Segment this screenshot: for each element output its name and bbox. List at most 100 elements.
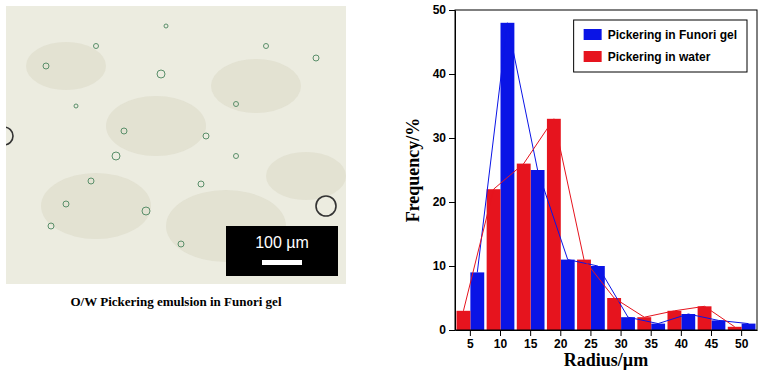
y-tick: 10 bbox=[433, 259, 455, 273]
bar bbox=[517, 164, 531, 330]
droplet bbox=[178, 241, 184, 247]
y-tick-label: 40 bbox=[433, 67, 447, 81]
droplet bbox=[142, 207, 150, 215]
y-axis: 0 10 20 30 40 50 bbox=[433, 3, 456, 337]
x-tick-mark bbox=[470, 330, 471, 336]
y-axis-title: Frequency/% bbox=[403, 118, 423, 223]
scale-bar-box bbox=[226, 226, 338, 276]
droplet bbox=[316, 196, 336, 216]
legend-label: Pickering in water bbox=[608, 50, 711, 64]
droplet bbox=[63, 201, 69, 207]
droplet bbox=[43, 63, 49, 69]
droplet bbox=[94, 44, 99, 49]
x-tick-label: 50 bbox=[735, 337, 749, 351]
droplet bbox=[313, 55, 319, 61]
micrograph-background bbox=[6, 6, 346, 284]
x-tick-mark bbox=[741, 330, 742, 336]
x-tick: 5 bbox=[467, 330, 474, 351]
bar bbox=[470, 272, 484, 330]
x-tick-label: 25 bbox=[584, 337, 598, 351]
y-axis-line bbox=[455, 11, 456, 331]
x-axis-title: Radius/µm bbox=[564, 350, 648, 370]
y-tick: 50 bbox=[433, 3, 455, 17]
legend-swatch bbox=[584, 51, 602, 62]
caption: O/W Pickering emulsion in Funori gel bbox=[70, 294, 281, 309]
y-tick-mark bbox=[449, 10, 455, 11]
bar bbox=[501, 23, 515, 330]
plot-frame bbox=[455, 10, 757, 330]
droplet bbox=[121, 128, 127, 134]
droplet bbox=[88, 178, 94, 184]
droplet bbox=[48, 223, 54, 229]
bar bbox=[577, 260, 591, 330]
y-tick: 40 bbox=[433, 67, 455, 81]
droplet bbox=[264, 44, 269, 49]
x-tick: 35 bbox=[645, 330, 659, 351]
y-tick: 20 bbox=[433, 195, 455, 209]
x-tick: 45 bbox=[705, 330, 719, 351]
y-tick-mark bbox=[449, 202, 455, 203]
bar bbox=[457, 311, 471, 330]
x-tick-mark bbox=[590, 330, 591, 336]
droplet bbox=[203, 133, 209, 139]
gel-texture bbox=[211, 59, 301, 113]
y-tick-label: 10 bbox=[433, 259, 447, 273]
y-tick-label: 0 bbox=[439, 323, 446, 337]
gel-texture bbox=[41, 173, 151, 239]
droplet bbox=[234, 102, 239, 107]
x-tick: 20 bbox=[554, 330, 568, 351]
droplet bbox=[112, 152, 120, 160]
legend-item: Pickering in Funori gel bbox=[584, 28, 737, 42]
x-tick-mark bbox=[621, 330, 622, 336]
y-tick-label: 30 bbox=[433, 131, 447, 145]
bar bbox=[742, 324, 756, 330]
x-tick: 10 bbox=[494, 330, 508, 351]
x-tick-label: 40 bbox=[675, 337, 689, 351]
x-tick-label: 30 bbox=[614, 337, 628, 351]
bar bbox=[531, 170, 545, 330]
y-tick: 30 bbox=[433, 131, 455, 145]
x-tick-mark bbox=[500, 330, 501, 336]
y-tick: 0 bbox=[439, 323, 455, 337]
bar bbox=[561, 260, 575, 330]
y-tick-mark bbox=[449, 74, 455, 75]
x-tick-label: 20 bbox=[554, 337, 568, 351]
bar bbox=[621, 317, 635, 330]
bar bbox=[591, 266, 605, 330]
gel-texture bbox=[266, 152, 346, 200]
figure: 100 µmO/W Pickering emulsion in Funori g… bbox=[0, 0, 765, 373]
x-tick-mark bbox=[681, 330, 682, 336]
bar bbox=[547, 119, 561, 330]
y-tick-label: 50 bbox=[433, 3, 447, 17]
y-tick-mark bbox=[449, 138, 455, 139]
frequency-line bbox=[463, 119, 734, 327]
x-tick-label: 15 bbox=[524, 337, 538, 351]
legend-swatch bbox=[584, 29, 602, 40]
x-tick-mark bbox=[560, 330, 561, 336]
y-tick-mark bbox=[449, 266, 455, 267]
histogram: 0 10 20 30 40 50 5 10 15 20 25 30 35 40 45 50 Radius/µm F… bbox=[403, 3, 758, 370]
legend-label: Pickering in Funori gel bbox=[608, 28, 737, 42]
bar bbox=[711, 320, 725, 330]
gel-texture bbox=[26, 42, 106, 90]
legend: Pickering in Funori gel Pickering in wate… bbox=[574, 20, 747, 72]
x-tick: 40 bbox=[675, 330, 689, 351]
x-tick-mark bbox=[530, 330, 531, 336]
droplet bbox=[157, 70, 165, 78]
x-tick-label: 10 bbox=[494, 337, 508, 351]
x-tick: 15 bbox=[524, 330, 538, 351]
scale-bar bbox=[262, 260, 302, 265]
y-tick-mark bbox=[449, 330, 455, 331]
legend-item: Pickering in water bbox=[584, 50, 711, 64]
x-tick: 50 bbox=[735, 330, 749, 351]
x-tick-label: 45 bbox=[705, 337, 719, 351]
x-tick: 25 bbox=[584, 330, 598, 351]
x-tick-mark bbox=[711, 330, 712, 336]
gel-texture bbox=[106, 96, 206, 156]
bar bbox=[651, 324, 665, 330]
legend-box bbox=[574, 20, 747, 72]
bar bbox=[681, 314, 695, 330]
droplet bbox=[198, 181, 204, 187]
droplet bbox=[6, 127, 13, 145]
droplet bbox=[74, 104, 78, 108]
